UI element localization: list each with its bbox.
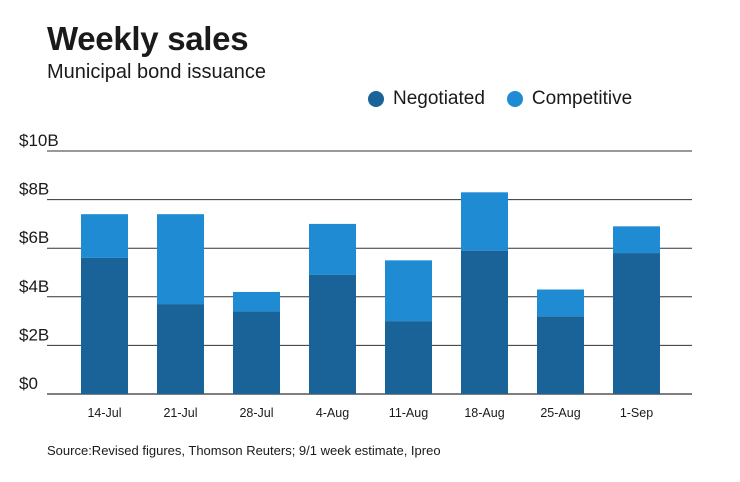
bar-negotiated-21-Jul xyxy=(157,304,204,394)
x-tick-label: 25-Aug xyxy=(540,406,580,420)
bar-negotiated-4-Aug xyxy=(309,274,356,394)
x-tick-label: 11-Aug xyxy=(389,406,428,420)
y-tick-label: $6B xyxy=(19,228,49,247)
bar-competitive-18-Aug xyxy=(461,192,508,251)
bar-negotiated-11-Aug xyxy=(385,321,432,394)
y-tick-label: $4B xyxy=(19,277,49,296)
x-tick-label: 18-Aug xyxy=(464,406,504,420)
x-tick-label: 28-Jul xyxy=(239,406,273,420)
y-tick-label: $0 xyxy=(19,374,38,393)
y-tick-label: $8B xyxy=(19,180,49,199)
bar-competitive-11-Aug xyxy=(385,260,432,322)
bar-competitive-1-Sep xyxy=(613,226,660,254)
legend-label-competitive: Competitive xyxy=(531,88,633,109)
y-tick-label: $10B xyxy=(19,131,59,150)
y-axis-labels: $0 $2B $4B $6B $8B $10B xyxy=(19,131,59,393)
bar-negotiated-1-Sep xyxy=(613,253,660,394)
bar-negotiated-25-Aug xyxy=(537,316,584,394)
bar-competitive-21-Jul xyxy=(157,214,204,305)
legend: Negotiated Competitive xyxy=(368,88,654,110)
bar-negotiated-28-Jul xyxy=(233,311,280,394)
legend-item-competitive: Competitive xyxy=(506,88,633,110)
x-tick-label: 1-Sep xyxy=(620,406,653,420)
legend-label-negotiated: Negotiated xyxy=(393,88,485,109)
bar-competitive-14-Jul xyxy=(81,214,128,258)
chart-subtitle: Municipal bond issuance xyxy=(47,61,267,83)
gridlines xyxy=(47,150,692,395)
bars xyxy=(81,192,660,394)
x-axis-labels: 14-Jul 21-Jul 28-Jul 4-Aug 11-Aug 18-Aug 25-Au… xyxy=(87,406,653,420)
x-tick-label: 14-Jul xyxy=(87,406,121,420)
legend-swatch-negotiated xyxy=(368,91,384,107)
bar-competitive-4-Aug xyxy=(309,223,356,275)
x-tick-label: 4-Aug xyxy=(316,406,349,420)
chart-title: Weekly sales xyxy=(47,20,249,57)
bar-negotiated-18-Aug xyxy=(461,250,508,394)
source-note: Source:Revised figures, Thomson Reuters;… xyxy=(47,443,441,458)
y-tick-label: $2B xyxy=(19,325,49,344)
legend-item-negotiated: Negotiated xyxy=(368,88,485,110)
bar-negotiated-14-Jul xyxy=(81,257,128,394)
bar-competitive-28-Jul xyxy=(233,291,280,312)
bar-competitive-25-Aug xyxy=(537,289,584,317)
x-tick-label: 21-Jul xyxy=(163,406,197,420)
legend-swatch-competitive xyxy=(506,91,523,107)
